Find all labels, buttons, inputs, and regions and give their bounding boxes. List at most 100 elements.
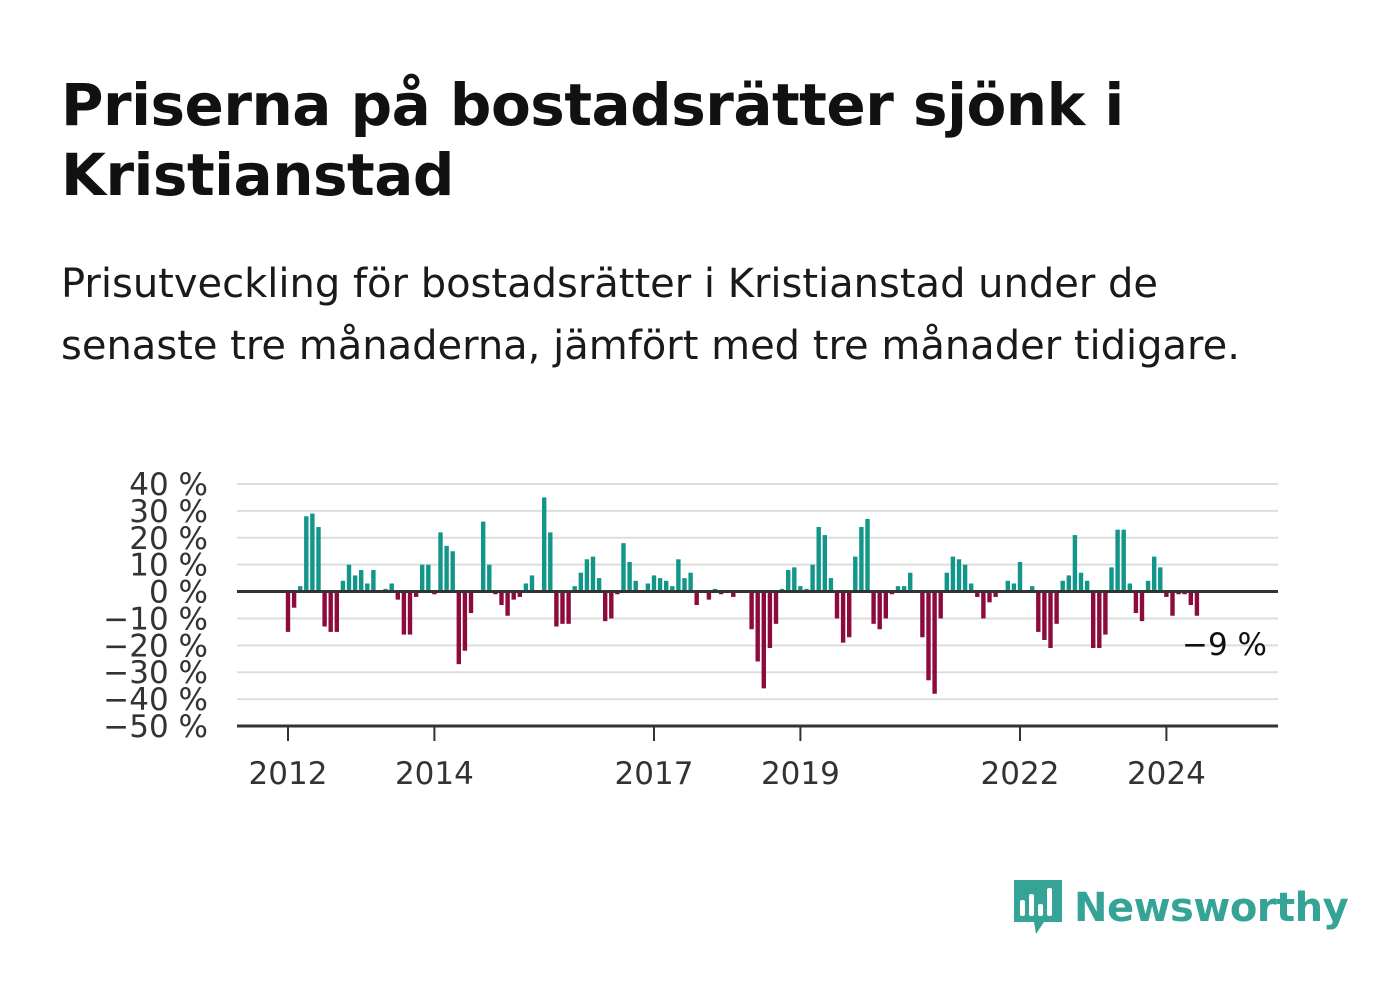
bar-positive [584,559,590,592]
bar-positive [682,578,687,592]
bar-negative [1188,591,1193,605]
brand-name: Newsworthy [1074,885,1349,931]
bar-positive [316,527,321,592]
bar-negative [334,591,339,632]
bar-negative [285,591,291,632]
y-tick-label: 0 % [149,575,208,611]
y-tick-label: −40 % [103,682,208,718]
bar-negative [938,591,943,619]
x-tick-label: 2012 [249,756,328,792]
bar-negative [871,591,876,624]
x-tick-label: 2017 [615,756,694,792]
bar-negative [1036,591,1041,632]
bar-positive [664,580,669,592]
axes [237,590,1278,741]
bar-negative [401,591,407,635]
x-tick-label: 2019 [761,756,840,792]
bar-positive [1066,575,1071,592]
bar-negative [291,591,297,608]
bar-negative [456,591,461,665]
x-tick-label: 2024 [1127,756,1206,792]
bar-positive [828,578,834,592]
bar-positive [901,586,907,592]
y-tick-labels: 40 %30 %20 %10 %0 %−10 %−20 %−30 %−40 %−… [103,467,208,745]
bar-positive [444,545,449,592]
bar-negative [407,591,413,635]
bar-positive [529,575,535,592]
bar-positive [621,543,626,592]
chart-subtitle: Prisutveckling för bostadsrätter i Krist… [61,261,1240,369]
bar-positive [645,583,651,592]
bar-negative [1042,591,1047,640]
bar-negative [462,591,468,651]
bar-positive [572,586,577,592]
bar-positive [450,551,455,592]
y-tick-label: −10 % [103,601,208,637]
end-value-label: −9 % [1182,627,1267,663]
bar-positive [590,556,596,592]
bar-positive [298,586,303,592]
bar-negative [1133,591,1139,614]
bar-negative [877,591,882,630]
y-tick-label: 10 % [129,548,208,584]
bar-negative [731,591,736,597]
bar-negative [767,591,773,649]
y-tick-label: −30 % [103,655,208,691]
bar-positive [676,559,681,592]
bar-negative [322,591,327,627]
bar-positive [1115,529,1120,592]
bar-negative [847,591,852,638]
bar-positive [944,572,949,592]
bar-positive [542,497,547,592]
y-tick-label: 20 % [129,521,208,557]
y-tick-label: 30 % [129,494,208,530]
bar-negative [926,591,931,681]
bar-negative [883,591,888,619]
bar-positive [1017,561,1023,592]
bar-positive [304,516,309,592]
chart-title: Priserna på bostadsrätter sjönk i Kristi… [61,71,1124,209]
bar-positive [786,570,791,592]
bar-positive [487,564,492,592]
bar-positive [651,575,657,592]
bar-negative [1054,591,1059,624]
bar-negative [987,591,992,603]
bar-negative [511,591,516,600]
bar-negative [413,591,419,597]
bar-negative [1103,591,1108,635]
bar-positive [420,564,425,592]
bar-positive [822,535,827,592]
bar-negative [1164,591,1169,597]
bar-negative [554,591,559,627]
bar-negative [1170,591,1175,616]
bar-positive [1158,567,1163,592]
bar-positive [1060,580,1065,592]
bar-positive [371,570,376,592]
bar-negative [755,591,760,662]
bar-negative [560,591,565,624]
bar-positive [310,513,315,592]
bar-positive [359,570,364,592]
bar-negative [328,591,333,632]
bar-negative [749,591,754,630]
bar-positive [657,578,663,592]
bar-positive [1084,580,1090,592]
bar-positive [633,580,638,592]
bar-negative [1139,591,1145,622]
x-tick-label: 2014 [395,756,474,792]
bar-positive [346,564,352,592]
bar-negative [834,591,840,619]
bar-negative [499,591,504,605]
bar-negative [468,591,474,614]
bar-positive [1109,567,1114,592]
bar-negative [1097,591,1102,649]
bar-positive [908,572,913,592]
bar-positive [1005,580,1010,592]
bar-positive [1078,572,1084,592]
bar-negative [517,591,522,597]
bar-positive [798,586,803,592]
x-tick-labels: 2012 2014 2017 2019 2022 2024 [249,756,1206,792]
bar-negative [773,591,779,624]
bar-positive [1127,583,1132,592]
bar-positive [596,578,602,592]
